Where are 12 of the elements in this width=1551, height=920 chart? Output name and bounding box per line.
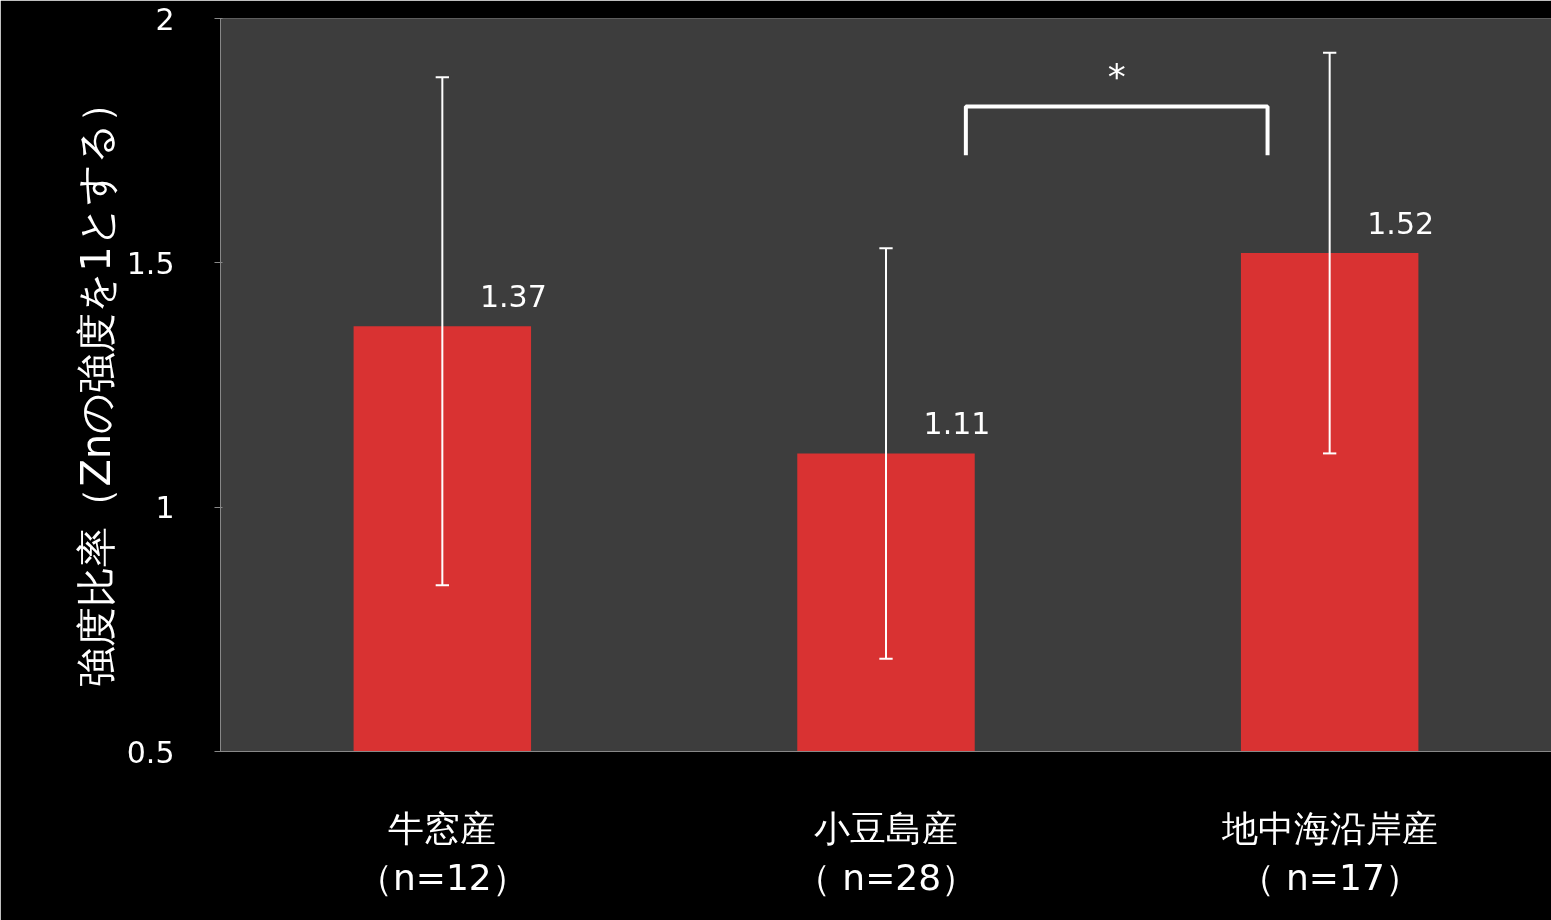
- y-tick-label: 2: [155, 1, 175, 37]
- y-tick-label: 1.5: [126, 245, 175, 281]
- y-axis-title: 強度比率（Znの強度を1とする）: [72, 83, 119, 687]
- annotation: *: [1107, 55, 1126, 97]
- x-tick-label: 小豆島産（ n=28）: [794, 807, 978, 898]
- data-label: 1.11: [923, 405, 991, 441]
- data-label: 1.52: [1367, 205, 1435, 241]
- y-tick-label: 0.5: [126, 734, 175, 770]
- y-tick-label: 1: [155, 490, 175, 526]
- data-label: 1.37: [479, 278, 547, 314]
- x-tick-label: 地中海沿岸産（ n=17）: [1220, 807, 1438, 898]
- x-tick-label: 牛窓産（n=12）: [356, 807, 528, 898]
